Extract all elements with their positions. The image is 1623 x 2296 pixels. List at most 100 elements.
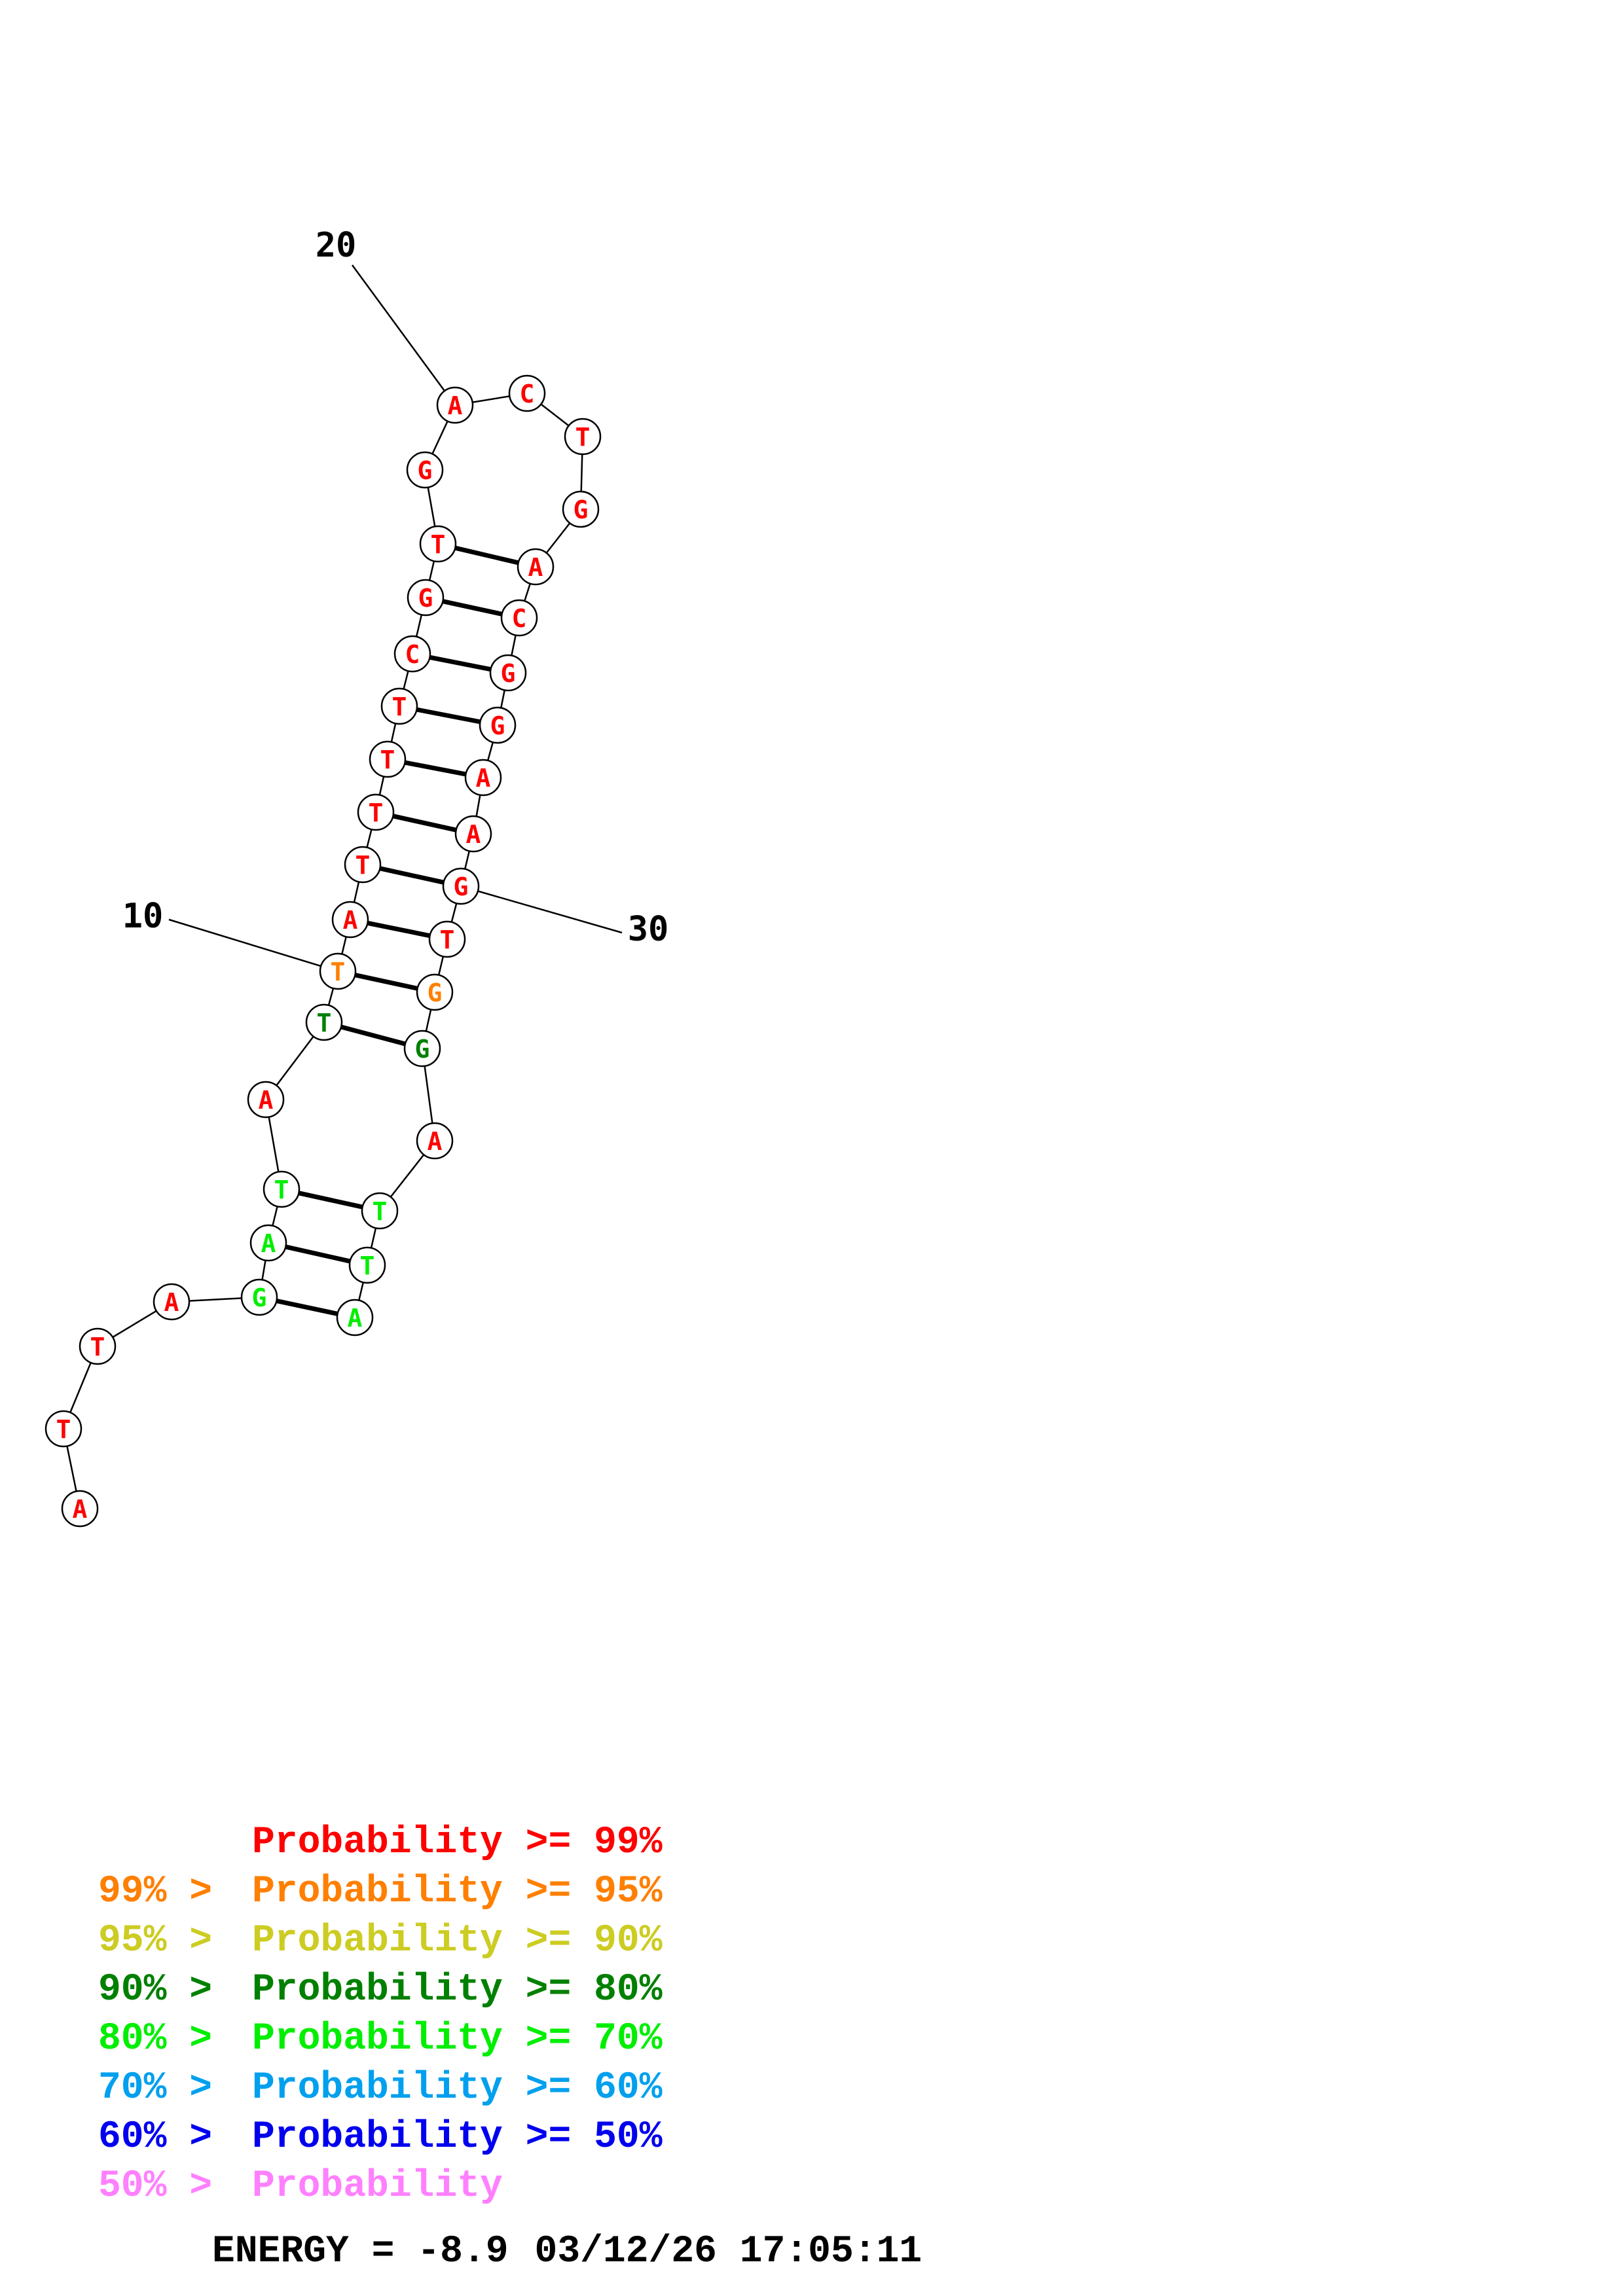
nucleotide-circle	[508, 374, 546, 412]
nucleotide-letter: T	[575, 423, 591, 452]
nucleotide-letter: T	[392, 692, 407, 721]
nucleotide-circle	[406, 451, 444, 489]
position-number-label: 10	[122, 897, 164, 936]
nucleotide: A	[436, 386, 474, 424]
position-number-label: 30	[628, 910, 669, 949]
nucleotide-letter: G	[454, 872, 469, 901]
legend-prefix: 70% >	[98, 2067, 235, 2109]
nucleotide-circle	[464, 759, 502, 797]
nucleotide-letter: T	[373, 1197, 388, 1226]
nucleotide: A	[336, 1299, 374, 1336]
nucleotide-letter: T	[331, 958, 346, 986]
base-pair-bond	[404, 760, 467, 777]
nucleotide: A	[153, 1283, 191, 1321]
nucleotide: A	[517, 548, 555, 586]
nucleotide: G	[416, 973, 454, 1011]
legend-label: Probability >= 50%	[252, 2116, 663, 2159]
nucleotide-circle	[393, 635, 431, 673]
legend-label: Probability >= 60%	[252, 2067, 663, 2109]
nucleotide-circle	[479, 706, 517, 744]
base-pair-bond	[379, 866, 445, 885]
nucleotide-circle	[336, 1299, 374, 1336]
legend-label: Probability >= 90%	[252, 1920, 663, 1962]
base-pair-bond	[367, 920, 431, 939]
base-pair-bond	[276, 1299, 338, 1316]
nucleotide-letter: T	[317, 1009, 332, 1037]
legend-label: Probability >= 80%	[252, 1969, 663, 2011]
nucleotide: T	[344, 846, 382, 884]
base-pair-bond	[454, 545, 519, 565]
base-pair-bond	[442, 599, 503, 617]
legend-row: 50% > Probability	[98, 2165, 503, 2208]
nucleotide: T	[361, 1192, 399, 1230]
position-number-label: 20	[316, 226, 357, 265]
nucleotide-letter: G	[501, 659, 516, 688]
nucleotide-circle	[442, 867, 480, 905]
nucleotide-letter: T	[90, 1333, 105, 1361]
nucleotide-letter: T	[369, 798, 384, 827]
nucleotide: G	[406, 451, 444, 489]
legend-prefix: 80% >	[98, 2018, 235, 2060]
nucleotide-letter: T	[356, 851, 371, 880]
nucleotide-circle	[319, 952, 357, 990]
nucleotide: T	[419, 525, 457, 563]
nucleotide-letter: G	[418, 456, 433, 485]
legend-label: Probability	[252, 2165, 503, 2208]
nucleotide: T	[564, 418, 602, 456]
nucleotide-circle	[61, 1490, 99, 1528]
legend-row: 90% > Probability >= 80%	[98, 1969, 663, 2011]
legend-row: 60% > Probability >= 50%	[98, 2116, 663, 2159]
nucleotide-letter: G	[252, 1283, 267, 1312]
nucleotide: T	[357, 793, 395, 831]
nucleotide: A	[464, 759, 502, 797]
nucleotide: T	[45, 1410, 82, 1448]
nucleotide-circle	[562, 490, 600, 528]
nucleotide: G	[240, 1278, 278, 1316]
nucleotide: C	[500, 599, 538, 637]
base-pair-bond	[285, 1244, 351, 1264]
timestamp: 03/12/26 17:05:11	[535, 2231, 922, 2273]
nucleotide: A	[416, 1122, 454, 1160]
nucleotide: A	[454, 815, 492, 853]
base-pair-bond	[416, 707, 481, 725]
nucleotide-letter: C	[512, 604, 527, 633]
nucleotide-letter: T	[431, 530, 446, 559]
nucleotide-circle	[361, 1192, 399, 1230]
legend-row: 70% > Probability >= 60%	[98, 2067, 663, 2109]
nucleotide-circle	[247, 1081, 285, 1119]
nucleotide-letter: A	[476, 764, 491, 793]
number-label-layer: 10 20 30	[122, 226, 669, 973]
nucleotide: G	[479, 706, 517, 744]
nucleotide-circle	[489, 654, 527, 692]
nucleotide: T	[348, 1246, 386, 1284]
nucleotide: T	[79, 1327, 117, 1365]
number-label-leader	[460, 885, 623, 934]
nucleotide-letter: T	[274, 1175, 289, 1204]
nucleotide-letter: A	[466, 820, 481, 849]
nucleotide: A	[61, 1490, 99, 1528]
nucleotide-circle	[344, 846, 382, 884]
nucleotide-letter: G	[418, 584, 433, 613]
nucleotide-letter: C	[405, 640, 420, 669]
nucleotide: C	[508, 374, 546, 412]
nucleotide: T	[305, 1003, 343, 1041]
nucleotide-circle	[407, 579, 445, 617]
legend-label: Probability >= 70%	[252, 2018, 663, 2060]
nucleotide-circle	[348, 1246, 386, 1284]
base-pair-bond	[298, 1191, 363, 1210]
legend-prefix: 50% >	[98, 2165, 235, 2208]
legend-label: Probability >= 95%	[252, 1871, 663, 1913]
nucleotide-circle	[428, 920, 466, 958]
nucleotide: G	[562, 490, 600, 528]
nucleotide-circle	[305, 1003, 343, 1041]
probability-legend: Probability >= 99% 99% > Probability >= 9…	[98, 1821, 663, 2208]
nucleotide: T	[369, 740, 407, 778]
nucleotide: G	[489, 654, 527, 692]
nucleotide-circle	[331, 901, 369, 939]
nucleotide-circle	[416, 1122, 454, 1160]
nucleotide-letter: A	[348, 1304, 363, 1333]
nucleotide-circle	[369, 740, 407, 778]
nucleotide-letter: A	[448, 391, 463, 420]
